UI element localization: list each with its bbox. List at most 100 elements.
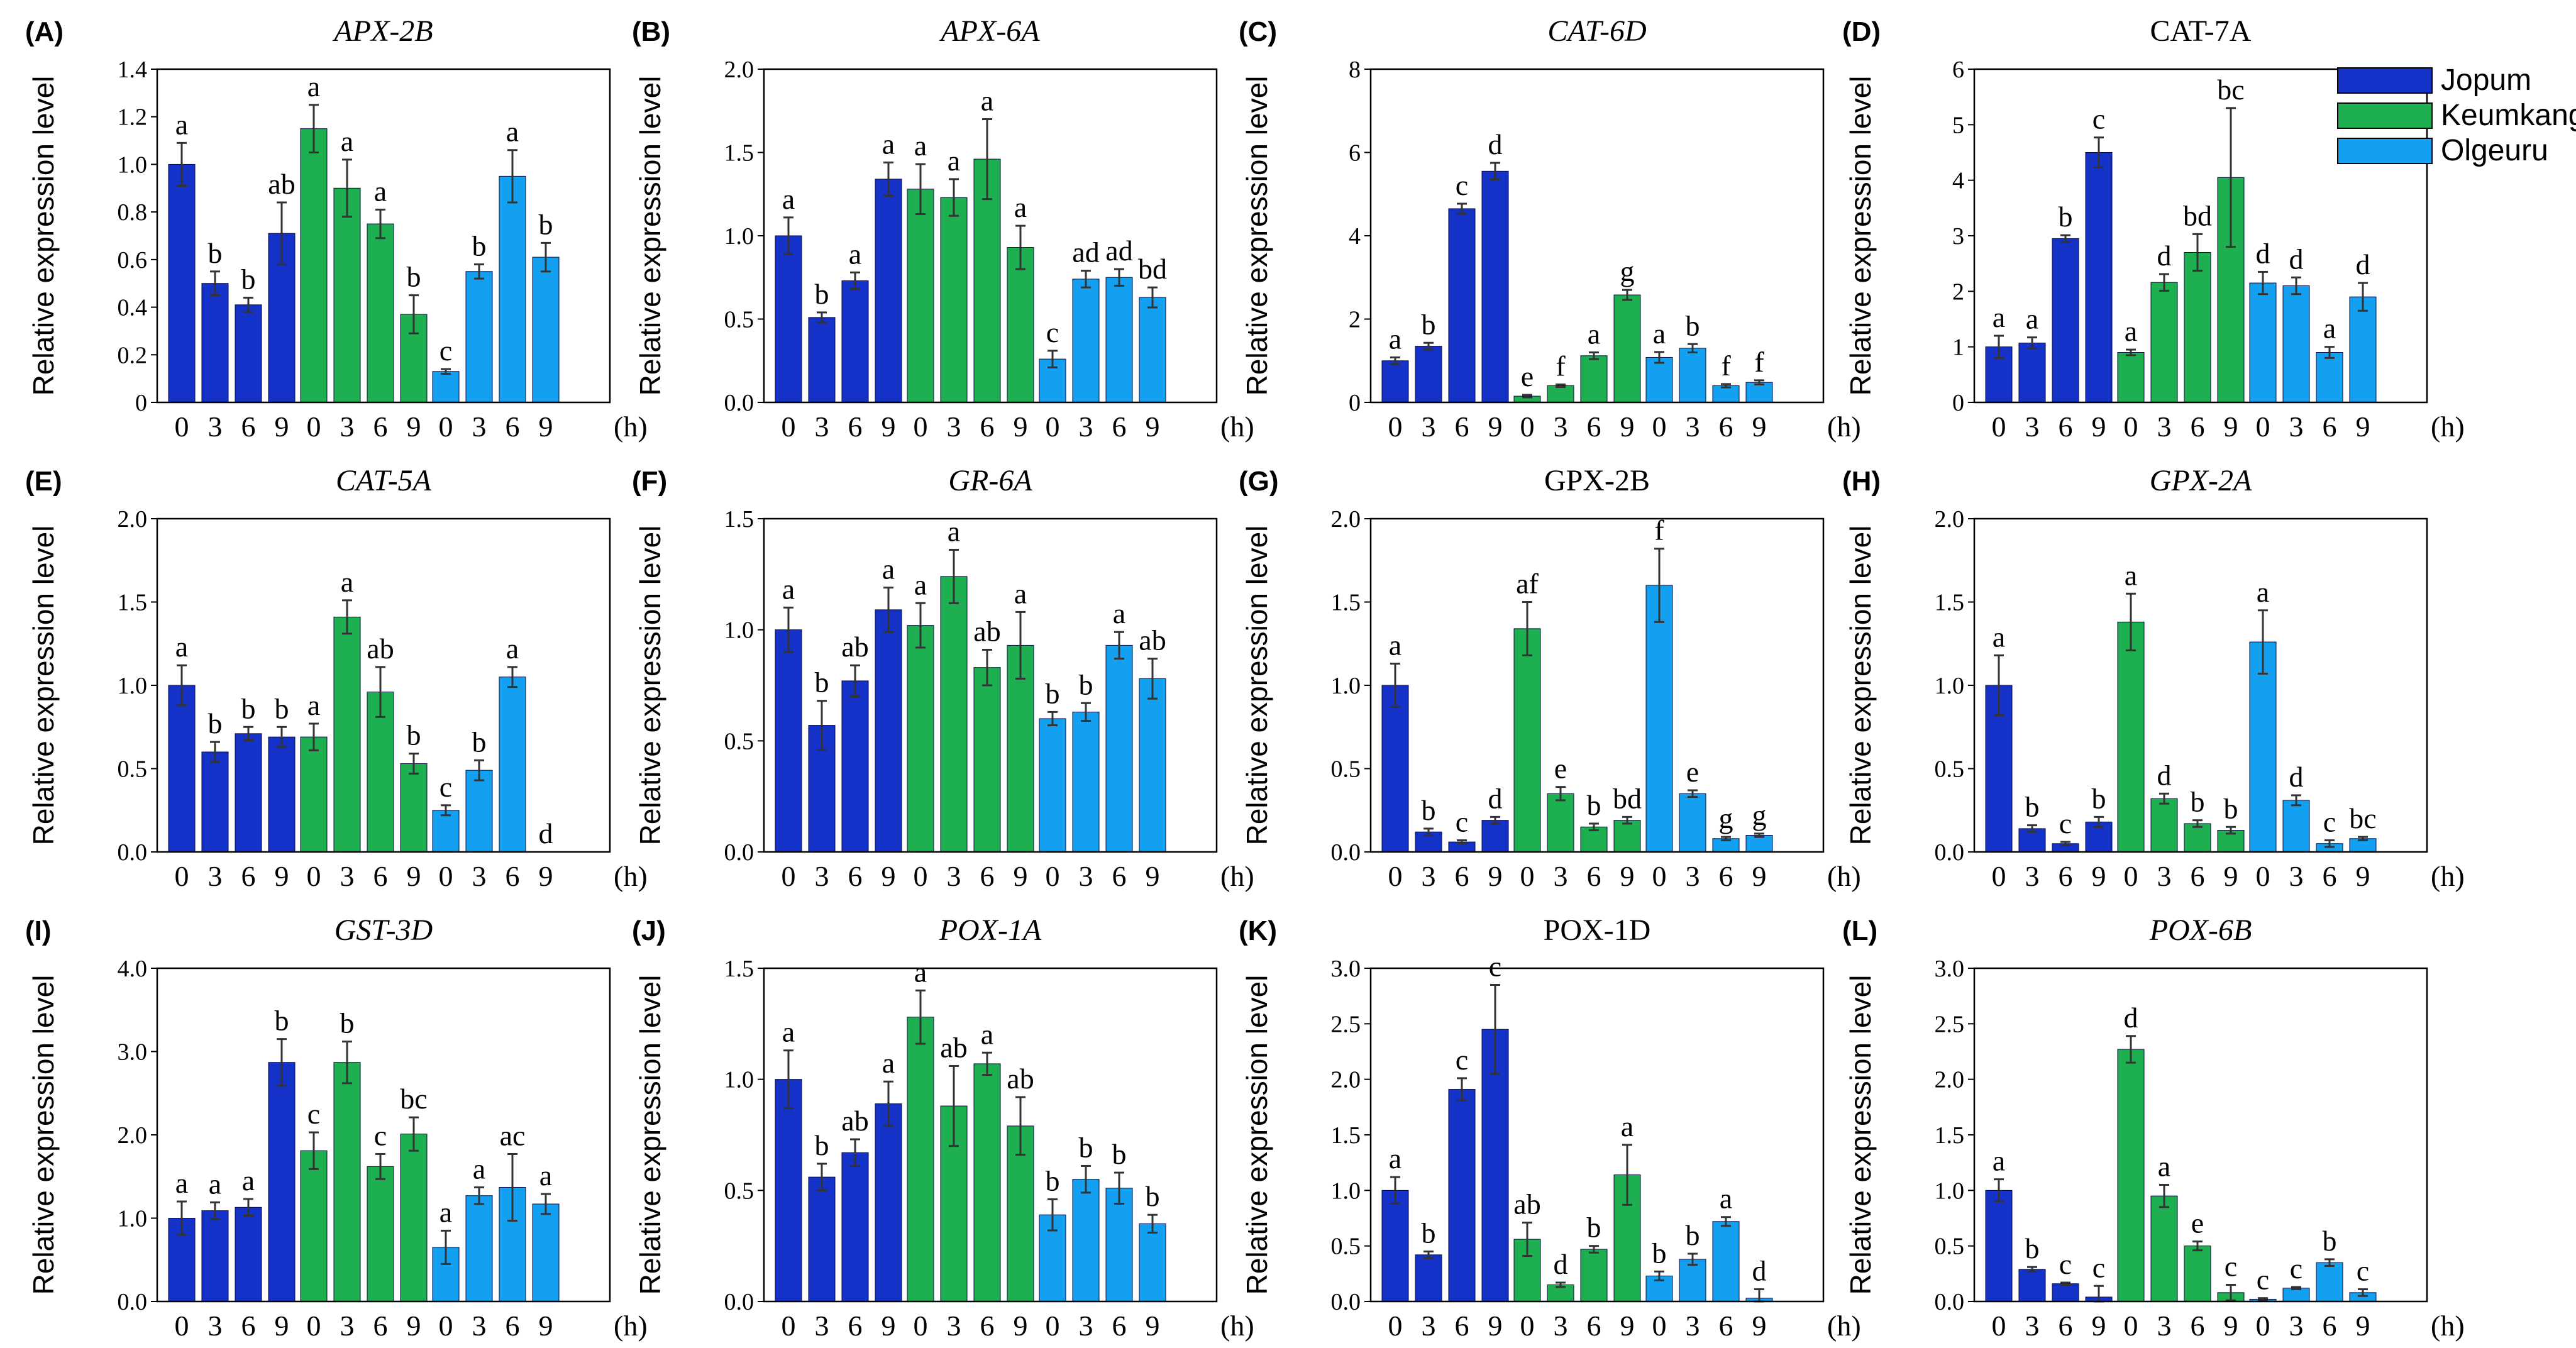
y-tick-label: 1.5 [1935, 1122, 1965, 1149]
x-tick-label: 3 [815, 1310, 829, 1342]
significance-letter: b [1112, 1138, 1127, 1170]
x-tick-label: 3 [1554, 860, 1568, 892]
significance-letter: b [241, 692, 256, 724]
x-tick-label: 6 [1455, 411, 1469, 443]
x-tick-label: 6 [1719, 1310, 1733, 1342]
significance-letter: a [439, 1196, 452, 1228]
significance-letter: b [1079, 668, 1093, 700]
x-tick-label: 0 [1388, 411, 1403, 443]
chart-panel-apx-2b: (A) APX-2B Relative expression level 0 0.2 0.… [25, 14, 648, 443]
significance-letter: d [2289, 243, 2304, 275]
x-tick-label: 3 [340, 1310, 355, 1342]
x-tick-label: 9 [1752, 411, 1767, 443]
bar-olgeuru-0h [2249, 282, 2277, 403]
significance-letter: b [539, 208, 553, 240]
bar-keumkang-3h [333, 187, 361, 403]
x-tick-label: 9 [1146, 1310, 1160, 1342]
x-tick-label: 3 [2157, 1310, 2172, 1342]
x-tick-label: 9 [2092, 411, 2106, 443]
chart-panels: (A) APX-2B Relative expression level 0 0.2 0.… [25, 14, 2465, 1342]
significance-letter: f [1654, 514, 1664, 546]
y-tick-label: 1.0 [1331, 673, 1361, 699]
y-tick-label: 2 [1952, 279, 1964, 305]
significance-letter: c [1456, 169, 1468, 201]
y-tick-label: 0.0 [118, 839, 148, 866]
x-tick-label: 9 [1014, 411, 1028, 443]
y-axis-label: Relative expression level [1241, 526, 1273, 846]
x-tick-label: 0 [1652, 411, 1667, 443]
x-tick-label: 6 [506, 860, 520, 892]
bar-keumkang-6h [367, 1166, 394, 1302]
significance-letter: d [2356, 248, 2370, 280]
y-axis-label: Relative expression level [1844, 975, 1877, 1295]
x-tick-label: 3 [2025, 411, 2040, 443]
x-tick-label: 9 [1014, 860, 1028, 892]
y-tick-label: 0.0 [1331, 839, 1361, 866]
significance-letter: b [1422, 308, 1436, 340]
significance-letter: a [175, 108, 188, 140]
panel-letter: (B) [632, 16, 670, 47]
bar-olgeuru-9h [1139, 297, 1166, 403]
y-tick-label: 1.5 [724, 956, 755, 982]
bar-jopum-6h [2052, 1283, 2079, 1302]
bar-jopum-0h [168, 163, 196, 403]
y-tick-label: 0.0 [724, 839, 755, 866]
significance-letter: b [1652, 1237, 1667, 1269]
x-tick-label: 9 [2356, 411, 2370, 443]
bar-jopum-0h [1985, 1190, 2013, 1302]
bar-keumkang-0h [2117, 621, 2145, 853]
panel-letter: (C) [1239, 16, 1277, 47]
x-tick-label: 6 [1719, 860, 1733, 892]
significance-letter: c [2059, 807, 2072, 839]
significance-letter: b [1046, 1164, 1060, 1196]
significance-letter: a [2158, 1151, 2170, 1183]
significance-letter: d [2256, 237, 2270, 269]
significance-letter: a [307, 70, 320, 102]
significance-letter: b [275, 692, 289, 724]
significance-letter: b [815, 666, 829, 699]
y-tick-label: 0.4 [118, 295, 148, 321]
x-unit-label: (h) [1827, 1310, 1861, 1342]
bar-olgeuru-0h [432, 810, 460, 853]
significance-letter: a [539, 1159, 552, 1191]
x-tick-label: 6 [2191, 860, 2205, 892]
bar-jopum-3h [2018, 1269, 2046, 1302]
panel-letter: (F) [632, 466, 667, 497]
x-tick-label: 3 [1079, 1310, 1093, 1342]
significance-letter: c [439, 771, 452, 803]
x-tick-label: 9 [1488, 1310, 1503, 1342]
x-tick-label: 6 [241, 860, 256, 892]
bar-jopum-0h [1381, 685, 1409, 853]
x-tick-label: 0 [307, 1310, 321, 1342]
y-axis-label: Relative expression level [634, 975, 666, 1295]
y-tick-label: 0.8 [118, 199, 148, 226]
bar-keumkang-9h [1613, 294, 1641, 403]
significance-letter: e [1686, 756, 1699, 788]
bar-jopum-6h [1448, 208, 1476, 403]
bar-keumkang-0h [907, 189, 934, 403]
bar-jopum-3h [808, 1176, 836, 1302]
x-tick-label: 9 [882, 411, 896, 443]
significance-letter: d [1554, 1248, 1568, 1280]
x-tick-label: 0 [439, 1310, 453, 1342]
bar-keumkang-0h [907, 625, 934, 853]
x-tick-label: 9 [2224, 411, 2238, 443]
significance-letter: a [782, 183, 795, 215]
chart-panel-gst-3d: (I) GST-3D Relative expression level 0.0 1.0… [25, 914, 648, 1342]
y-tick-label: 2.0 [1935, 506, 1965, 533]
bar-keumkang-3h [333, 1062, 361, 1302]
bar-jopum-3h [2018, 342, 2046, 403]
y-tick-label: 1.0 [1935, 1178, 1965, 1204]
panel-letter: (I) [25, 915, 52, 946]
bar-olgeuru-3h [1679, 1259, 1706, 1302]
significance-letter: a [1993, 301, 2005, 333]
x-tick-label: 6 [2059, 411, 2073, 443]
significance-letter: a [341, 566, 353, 598]
significance-letter: e [1554, 753, 1567, 785]
x-tick-label: 3 [208, 860, 223, 892]
x-tick-label: 9 [275, 1310, 289, 1342]
chart-panel-gr-6a: (F) GR-6A Relative expression level 0.0 0.5 1… [632, 464, 1254, 892]
x-tick-label: 3 [2289, 1310, 2304, 1342]
bar-olgeuru-0h [1645, 356, 1673, 403]
x-tick-label: 0 [175, 1310, 189, 1342]
